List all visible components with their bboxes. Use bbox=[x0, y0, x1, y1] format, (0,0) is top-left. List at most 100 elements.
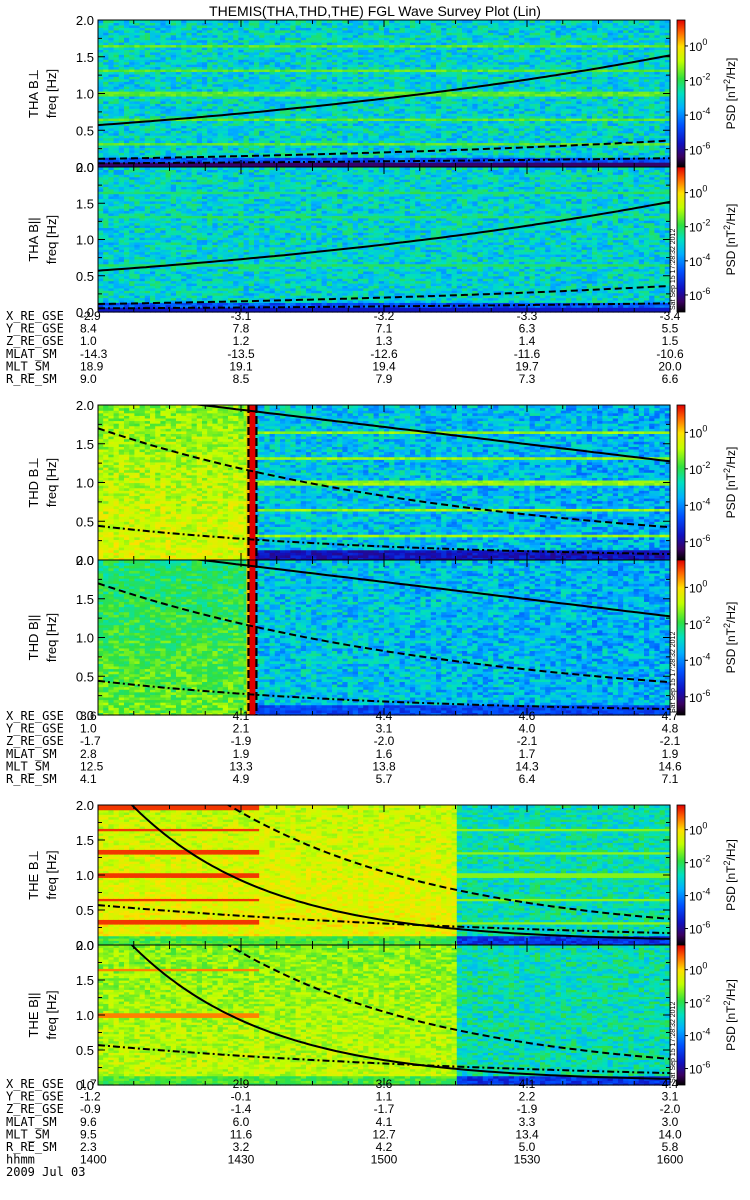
y-tick-label: 1.5 bbox=[76, 196, 94, 211]
colorbar-tick-label: 10-6 bbox=[689, 533, 710, 550]
panel-probe-label: THA B|| bbox=[26, 217, 41, 261]
time-tick-label: 1430 bbox=[228, 1153, 255, 1167]
time-tick-label: 1600 bbox=[657, 1153, 684, 1167]
y-tick-label: 1.5 bbox=[76, 50, 94, 65]
ephemeris-value: 6.6 bbox=[662, 372, 679, 386]
colorbar-tick-label: 100 bbox=[689, 961, 707, 978]
colorbar: 100 10-2 10-4 10-6 PSD [nT2/Hz] bbox=[677, 20, 738, 167]
y-tick-label: 1.5 bbox=[76, 833, 94, 848]
colorbar-tick-label: 10-6 bbox=[689, 1060, 710, 1077]
date-label: 2009 Jul 03 bbox=[6, 1165, 85, 1179]
colorbar-label: PSD [nT2/Hz] bbox=[722, 979, 738, 1051]
ephemeris-tha: X_RE_GSE -2.9 -3.1 -3.2 -3.3 -3.4Y_RE_GSE 8.4 7… bbox=[6, 309, 684, 386]
colorbar-tick-label: 100 bbox=[689, 578, 707, 595]
timestamp-note: Sat Sep 15 17:28:32 2012 bbox=[670, 632, 677, 713]
colorbar-tick-label: 10-2 bbox=[689, 854, 710, 871]
panel-probe-label: THD B⊥ bbox=[26, 457, 41, 507]
colorbar-tick-label: 100 bbox=[689, 423, 707, 440]
colorbar-label: PSD [nT2/Hz] bbox=[722, 602, 738, 674]
ephemeris-value: 8.5 bbox=[233, 372, 250, 386]
y-tick-label: 0.5 bbox=[76, 123, 94, 138]
ephemeris-value: 4.9 bbox=[233, 772, 250, 786]
ephemeris-value: 7.1 bbox=[662, 772, 679, 786]
panel-probe-label: THD B|| bbox=[26, 615, 41, 661]
colorbar-tick-label: 10-4 bbox=[689, 252, 710, 269]
y-tick-label: 0.5 bbox=[76, 1043, 94, 1058]
panel-probe-label: THE B|| bbox=[26, 992, 41, 1037]
panel-unit-label: freq [Hz] bbox=[44, 850, 59, 899]
colorbar-tick-label: 10-2 bbox=[689, 460, 710, 477]
y-tick-label: 0.5 bbox=[76, 514, 94, 529]
y-tick-label: 2.0 bbox=[76, 798, 94, 813]
panel-unit-label: freq [Hz] bbox=[44, 215, 59, 264]
y-tick-label: 2.0 bbox=[76, 398, 94, 413]
ephemeris-label: R_RE_SM bbox=[6, 772, 57, 786]
colorbar: 100 10-2 10-4 10-6 PSD [nT2/Hz] bbox=[677, 405, 738, 560]
ephemeris-label: R_RE_SM bbox=[6, 372, 57, 386]
panel-unit-label: freq [Hz] bbox=[44, 458, 59, 507]
panel-unit-label: freq [Hz] bbox=[44, 990, 59, 1039]
colorbar-tick-label: 10-4 bbox=[689, 1027, 710, 1044]
colorbar-tick-label: 100 bbox=[689, 821, 707, 838]
ephemeris-value: 6.4 bbox=[519, 772, 536, 786]
colorbar: 100 10-2 10-4 10-6 PSD [nT2/Hz] bbox=[677, 805, 738, 945]
time-tick-label: 1500 bbox=[371, 1153, 398, 1167]
colorbar-tick-label: 10-2 bbox=[689, 994, 710, 1011]
panel-probe-label: THE B⊥ bbox=[26, 850, 41, 900]
colorbar-tick-label: 10-6 bbox=[689, 141, 710, 158]
y-tick-label: 1.5 bbox=[76, 437, 94, 452]
ephemeris-thd: X_RE_GSE 3.6 4.1 4.4 4.6 4.7Y_RE_GSE 1.0 2.1 3.1… bbox=[6, 709, 682, 786]
y-tick-label: 0.5 bbox=[76, 269, 94, 284]
colorbar-tick-label: 100 bbox=[689, 184, 707, 201]
ephemeris-value: 4.1 bbox=[80, 772, 97, 786]
y-tick-label: 1.5 bbox=[76, 592, 94, 607]
plot-title: THEMIS(THA,THD,THE) FGL Wave Survey Plot… bbox=[209, 3, 541, 19]
y-tick-label: 2.0 bbox=[76, 553, 94, 568]
y-tick-label: 1.0 bbox=[76, 1008, 94, 1023]
colorbar-label: PSD [nT2/Hz] bbox=[722, 839, 738, 911]
colorbar-tick-label: 10-6 bbox=[689, 286, 710, 303]
colorbar: 100 10-2 10-4 10-6 PSD [nT2/Hz] bbox=[677, 560, 738, 715]
colorbar-tick-label: 10-4 bbox=[689, 651, 710, 668]
panel-unit-label: freq [Hz] bbox=[44, 613, 59, 662]
y-tick-label: 1.0 bbox=[76, 631, 94, 646]
panel-probe-label: THA B⊥ bbox=[26, 69, 41, 118]
y-tick-label: 2.0 bbox=[76, 938, 94, 953]
panel-unit-label: freq [Hz] bbox=[44, 69, 59, 118]
timestamp-note: Sat Sep 15 17:28:32 2012 bbox=[670, 229, 677, 310]
colorbar-tick-label: 10-4 bbox=[689, 106, 710, 123]
y-tick-label: 1.0 bbox=[76, 87, 94, 102]
y-tick-label: 1.5 bbox=[76, 973, 94, 988]
colorbar-tick-label: 10-6 bbox=[689, 688, 710, 705]
ephemeris-value: 7.9 bbox=[376, 372, 393, 386]
time-tick-label: 1530 bbox=[514, 1153, 541, 1167]
ephemeris-value: 5.7 bbox=[376, 772, 393, 786]
colorbar-tick-label: 10-2 bbox=[689, 218, 710, 235]
y-tick-label: 1.0 bbox=[76, 233, 94, 248]
colorbar-tick-label: 10-4 bbox=[689, 496, 710, 513]
ephemeris-value: 7.3 bbox=[519, 372, 536, 386]
colorbar-label: PSD [nT2/Hz] bbox=[722, 447, 738, 519]
ephemeris-value: 9.0 bbox=[80, 372, 97, 386]
colorbar: 100 10-2 10-4 10-6 PSD [nT2/Hz] bbox=[677, 167, 738, 312]
colorbar-tick-label: 100 bbox=[689, 37, 707, 54]
colorbar-tick-label: 10-4 bbox=[689, 887, 710, 904]
y-tick-label: 0.5 bbox=[76, 903, 94, 918]
y-tick-label: 2.0 bbox=[76, 160, 94, 175]
colorbar-tick-label: 10-6 bbox=[689, 920, 710, 937]
colorbar-tick-label: 10-2 bbox=[689, 72, 710, 89]
y-tick-label: 0.5 bbox=[76, 669, 94, 684]
ephemeris-the: X_RE_GSE 1.7 2.9 3.6 4.1 4.4Y_RE_GSE -1.2 -0.1 1… bbox=[6, 1077, 684, 1179]
y-tick-label: 2.0 bbox=[76, 13, 94, 28]
colorbar-tick-label: 10-2 bbox=[689, 615, 710, 632]
colorbar-label: PSD [nT2/Hz] bbox=[722, 58, 738, 130]
colorbar-label: PSD [nT2/Hz] bbox=[722, 204, 738, 276]
y-tick-label: 1.0 bbox=[76, 476, 94, 491]
y-tick-label: 1.0 bbox=[76, 868, 94, 883]
timestamp-note: Sat Sep 15 17:28:32 2012 bbox=[670, 1002, 677, 1083]
